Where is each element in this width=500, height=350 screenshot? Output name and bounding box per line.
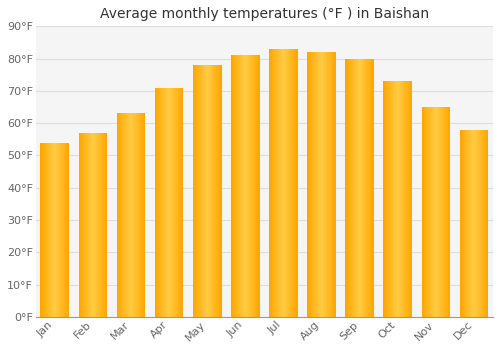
Title: Average monthly temperatures (°F ) in Baishan: Average monthly temperatures (°F ) in Ba…	[100, 7, 429, 21]
